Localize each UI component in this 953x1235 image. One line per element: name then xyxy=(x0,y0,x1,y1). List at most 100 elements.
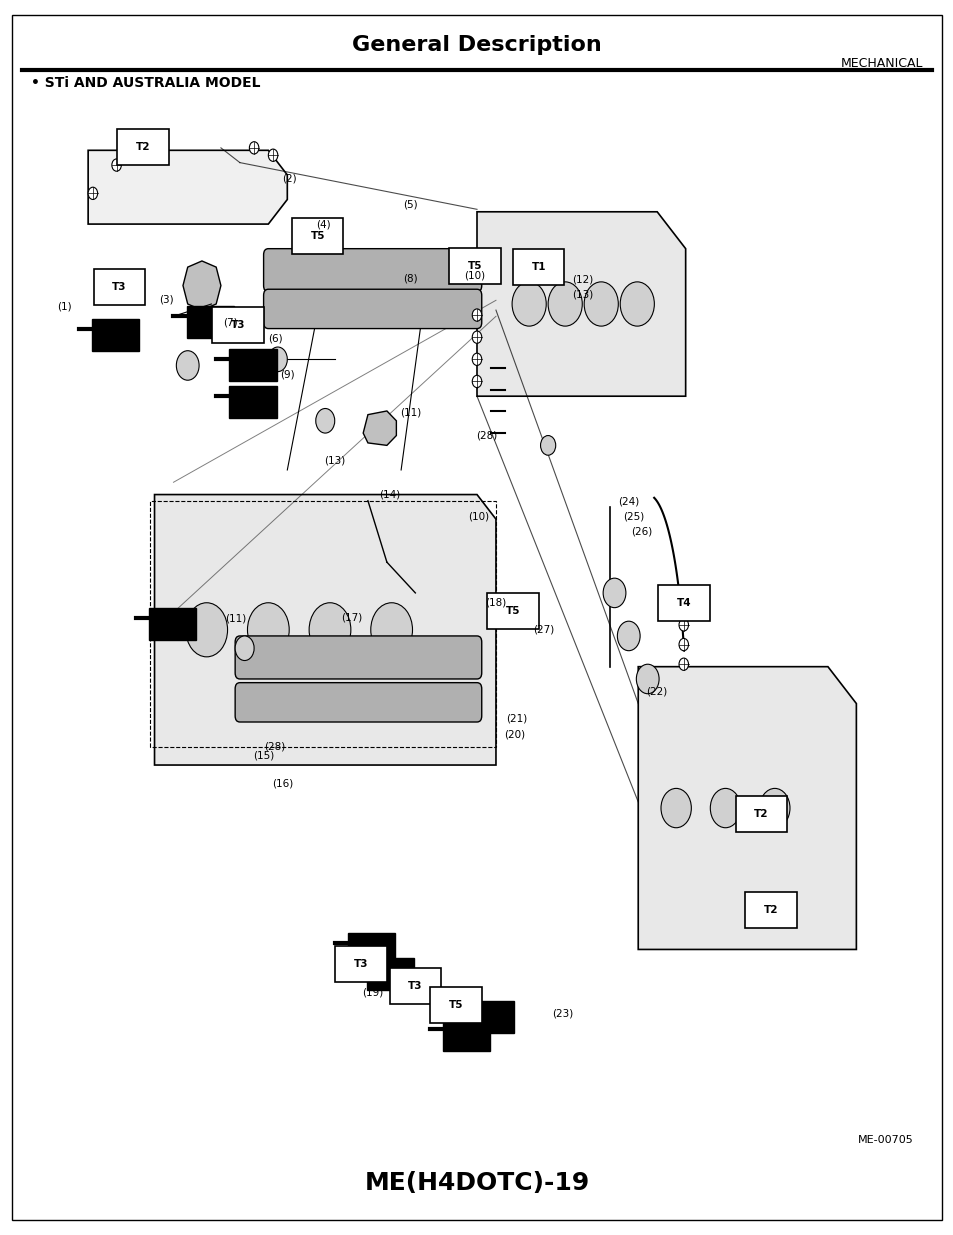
FancyBboxPatch shape xyxy=(234,683,481,722)
Text: (28): (28) xyxy=(476,431,497,441)
FancyBboxPatch shape xyxy=(263,248,481,291)
Text: T5: T5 xyxy=(467,261,482,270)
FancyBboxPatch shape xyxy=(389,968,440,1004)
Text: T3: T3 xyxy=(231,320,245,330)
FancyBboxPatch shape xyxy=(149,608,196,640)
Text: • STi AND AUSTRALIA MODEL: • STi AND AUSTRALIA MODEL xyxy=(31,75,260,90)
Text: (4): (4) xyxy=(315,219,331,228)
Text: General Description: General Description xyxy=(352,35,601,54)
Circle shape xyxy=(247,603,289,657)
Text: (10): (10) xyxy=(468,511,489,521)
FancyBboxPatch shape xyxy=(430,987,481,1023)
FancyBboxPatch shape xyxy=(91,319,139,351)
Text: T3: T3 xyxy=(354,960,368,969)
Text: T1: T1 xyxy=(531,262,545,272)
Text: (6): (6) xyxy=(269,333,283,343)
Text: (11): (11) xyxy=(399,408,421,417)
Polygon shape xyxy=(363,411,395,446)
Text: (7): (7) xyxy=(223,317,237,327)
FancyBboxPatch shape xyxy=(230,350,276,382)
Circle shape xyxy=(268,149,277,162)
Text: T3: T3 xyxy=(408,982,422,992)
Text: (22): (22) xyxy=(646,687,667,697)
Circle shape xyxy=(679,658,688,671)
Text: (28): (28) xyxy=(264,741,285,752)
Circle shape xyxy=(548,282,581,326)
Circle shape xyxy=(176,351,199,380)
Polygon shape xyxy=(476,211,685,396)
Text: (12): (12) xyxy=(572,274,593,284)
Circle shape xyxy=(112,159,121,172)
Text: (19): (19) xyxy=(362,988,383,998)
FancyBboxPatch shape xyxy=(212,308,264,343)
FancyBboxPatch shape xyxy=(466,1002,514,1032)
Text: (14): (14) xyxy=(378,489,400,499)
Text: (23): (23) xyxy=(551,1009,573,1019)
Text: T2: T2 xyxy=(135,142,151,152)
Text: (15): (15) xyxy=(253,750,274,761)
Text: (3): (3) xyxy=(159,294,174,304)
FancyBboxPatch shape xyxy=(513,249,564,285)
Text: (8): (8) xyxy=(403,273,417,283)
Circle shape xyxy=(234,636,253,661)
Polygon shape xyxy=(154,494,496,764)
Polygon shape xyxy=(88,151,287,224)
FancyBboxPatch shape xyxy=(487,593,538,630)
Circle shape xyxy=(710,788,740,827)
Text: (1): (1) xyxy=(57,301,71,311)
Text: T2: T2 xyxy=(754,809,768,819)
Circle shape xyxy=(619,282,654,326)
Text: ME-00705: ME-00705 xyxy=(857,1135,912,1145)
FancyBboxPatch shape xyxy=(449,248,500,284)
FancyBboxPatch shape xyxy=(234,636,481,679)
Circle shape xyxy=(472,309,481,321)
Text: (2): (2) xyxy=(281,174,296,184)
Polygon shape xyxy=(183,261,221,310)
Circle shape xyxy=(636,664,659,694)
Text: (18): (18) xyxy=(485,598,506,608)
Text: (16): (16) xyxy=(272,778,293,788)
Circle shape xyxy=(186,603,228,657)
Text: T5: T5 xyxy=(310,231,325,241)
Circle shape xyxy=(309,603,351,657)
Text: (20): (20) xyxy=(504,730,525,740)
FancyBboxPatch shape xyxy=(187,306,233,338)
Text: (13): (13) xyxy=(572,289,593,299)
FancyBboxPatch shape xyxy=(93,269,145,305)
FancyBboxPatch shape xyxy=(348,934,395,966)
Text: (21): (21) xyxy=(506,714,527,724)
FancyBboxPatch shape xyxy=(658,585,709,621)
FancyBboxPatch shape xyxy=(230,387,276,419)
Circle shape xyxy=(512,282,546,326)
FancyBboxPatch shape xyxy=(117,128,169,164)
Circle shape xyxy=(472,331,481,343)
Circle shape xyxy=(472,353,481,366)
Polygon shape xyxy=(638,667,856,950)
FancyBboxPatch shape xyxy=(735,797,786,832)
Text: T5: T5 xyxy=(505,606,519,616)
FancyBboxPatch shape xyxy=(292,219,343,254)
Text: T5: T5 xyxy=(449,1000,463,1010)
Circle shape xyxy=(472,375,481,388)
Text: (10): (10) xyxy=(464,270,485,280)
Circle shape xyxy=(660,788,691,827)
Text: (25): (25) xyxy=(622,511,643,521)
Text: (13): (13) xyxy=(324,456,345,466)
Circle shape xyxy=(315,409,335,433)
Text: (27): (27) xyxy=(532,625,554,635)
FancyBboxPatch shape xyxy=(744,892,796,927)
Circle shape xyxy=(249,142,258,154)
Text: ME(H4DOTC)-19: ME(H4DOTC)-19 xyxy=(364,1171,589,1195)
FancyBboxPatch shape xyxy=(335,946,387,982)
Circle shape xyxy=(759,788,789,827)
Circle shape xyxy=(88,188,97,200)
Text: T3: T3 xyxy=(112,282,127,291)
Circle shape xyxy=(679,619,688,631)
Circle shape xyxy=(371,603,412,657)
FancyBboxPatch shape xyxy=(367,958,414,990)
FancyBboxPatch shape xyxy=(442,1020,490,1051)
Circle shape xyxy=(617,621,639,651)
Text: (11): (11) xyxy=(225,614,247,624)
Text: T2: T2 xyxy=(763,905,778,915)
Text: (17): (17) xyxy=(341,613,362,622)
